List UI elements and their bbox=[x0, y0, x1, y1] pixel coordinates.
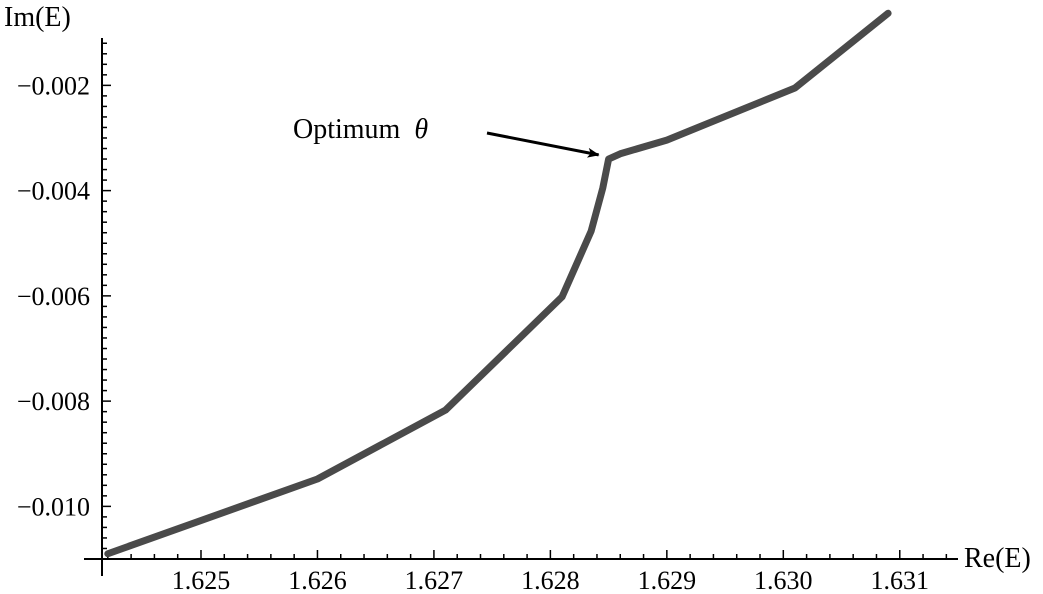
annotation-symbol: θ bbox=[414, 114, 428, 145]
x-tick-label: 1.629 bbox=[638, 566, 697, 594]
y-tick-label: −0.010 bbox=[17, 492, 90, 521]
x-tick-label: 1.630 bbox=[754, 566, 813, 594]
x-tick-label: 1.628 bbox=[521, 566, 580, 594]
y-tick-label: −0.008 bbox=[17, 387, 90, 416]
y-ticks: −0.002 −0.004 −0.006 −0.008 −0.010 bbox=[17, 42, 111, 550]
x-axis-title: Re(E) bbox=[964, 543, 1031, 574]
annotation-label: Optimum θ bbox=[293, 114, 428, 145]
series-layer bbox=[104, 9, 892, 558]
x-tick-label: 1.627 bbox=[405, 566, 464, 594]
y-tick-label: −0.006 bbox=[17, 282, 90, 311]
x-tick-label: 1.626 bbox=[288, 566, 347, 594]
annotation-text: Optimum bbox=[293, 114, 401, 145]
x-ticks: 1.625 1.626 1.627 1.628 1.629 1.630 1.631 bbox=[107, 550, 948, 594]
y-axis-title: Im(E) bbox=[4, 2, 71, 33]
axes: 1.625 1.626 1.627 1.628 1.629 1.630 1.631 −0.0… bbox=[17, 38, 958, 594]
x-tick-label: 1.631 bbox=[871, 566, 930, 594]
annotation-arrow bbox=[486, 131, 600, 158]
series-line bbox=[104, 9, 892, 558]
y-tick-label: −0.002 bbox=[17, 71, 90, 100]
x-tick-label: 1.625 bbox=[172, 566, 231, 594]
annotation: Optimum θ bbox=[293, 114, 600, 158]
y-tick-label: −0.004 bbox=[17, 177, 90, 206]
